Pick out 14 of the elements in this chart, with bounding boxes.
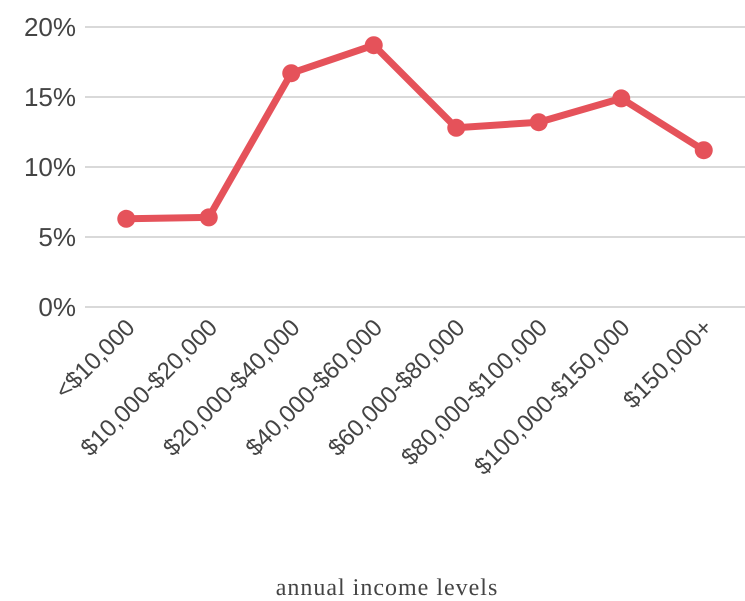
x-axis-title: annual income levels [276,575,498,601]
y-tick-label: 10% [24,152,76,182]
point [447,118,466,137]
point [530,113,548,132]
point [282,64,300,82]
y-tick-label: 20% [24,12,76,42]
y-tick-label: 15% [24,82,76,112]
point [364,36,383,54]
y-tick-label: 0% [38,292,76,322]
point [200,208,218,226]
point [117,210,136,228]
point [694,141,713,160]
point [612,89,630,108]
y-tick-label: 5% [38,222,76,252]
